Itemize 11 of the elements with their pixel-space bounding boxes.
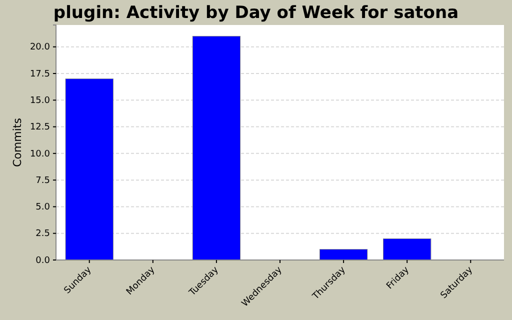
- y-tick-label: 15.0: [30, 96, 50, 106]
- chart-title: plugin: Activity by Day of Week for satona: [53, 3, 459, 23]
- y-axis-title: Commits: [11, 118, 24, 167]
- y-tick-label: 0.0: [36, 256, 50, 266]
- y-tick-label: 2.5: [36, 229, 50, 240]
- y-tick-label: 7.5: [36, 176, 50, 186]
- y-tick-label: 17.5: [30, 69, 50, 80]
- y-tick-label: 12.5: [30, 122, 50, 133]
- y-tick-label: 10.0: [30, 149, 50, 160]
- y-tick-label: 20.0: [30, 42, 50, 53]
- y-tick-label: 5.0: [36, 202, 50, 213]
